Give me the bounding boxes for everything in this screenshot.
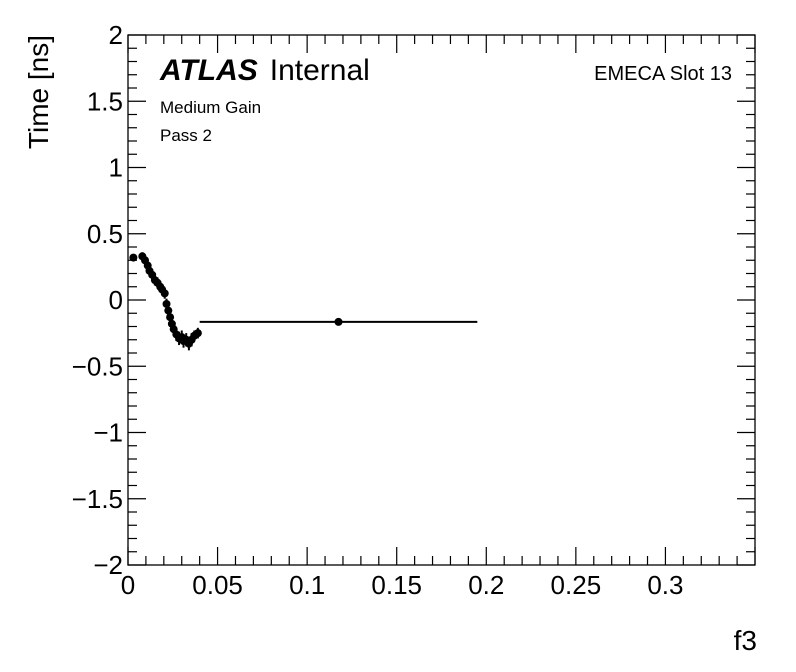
x-axis-title: f3 [734, 625, 757, 656]
x-tick-label: 0.15 [371, 570, 422, 600]
x-tick-label: 0.3 [647, 570, 683, 600]
x-tick-label: 0.1 [289, 570, 325, 600]
y-tick-label: −1.5 [72, 484, 123, 514]
y-tick-label: 1 [109, 153, 123, 183]
data-point [193, 327, 202, 339]
marker [129, 253, 138, 262]
data-points [129, 252, 478, 351]
x-tick-label: 0.25 [551, 570, 602, 600]
x-tick-label: 0 [121, 570, 135, 600]
y-tick-labels: −2 −1.5 −1 −0.5 0 0.5 1 1.5 2 [72, 20, 123, 580]
axis-ticks [127, 34, 756, 566]
atlas-bold-label: ATLAS [159, 54, 258, 87]
marker [193, 329, 202, 338]
internal-label: Internal [270, 54, 370, 87]
y-tick-label: 0.5 [87, 219, 123, 249]
marker [160, 289, 169, 298]
x-tick-label: 0.05 [192, 570, 243, 600]
marker [334, 317, 343, 326]
y-tick-label: 1.5 [87, 86, 123, 116]
y-tick-label: 2 [109, 20, 123, 50]
y-tick-label: −2 [93, 550, 123, 580]
y-axis-title: Time [ns] [23, 35, 54, 149]
data-point [160, 288, 169, 299]
data-point [199, 317, 478, 326]
atlas-label: ATLAS Internal [159, 54, 370, 87]
x-tick-label: 0.2 [468, 570, 504, 600]
gain-label: Medium Gain [160, 98, 261, 117]
y-tick-label: −1 [93, 418, 123, 448]
data-point [129, 253, 138, 262]
slot-label: EMECA Slot 13 [594, 63, 732, 85]
y-tick-label: −0.5 [72, 351, 123, 381]
y-tick-label: 0 [109, 285, 123, 315]
x-tick-labels: 0 0.05 0.1 0.15 0.2 0.25 0.3 [121, 570, 684, 600]
pass-label: Pass 2 [160, 126, 212, 145]
